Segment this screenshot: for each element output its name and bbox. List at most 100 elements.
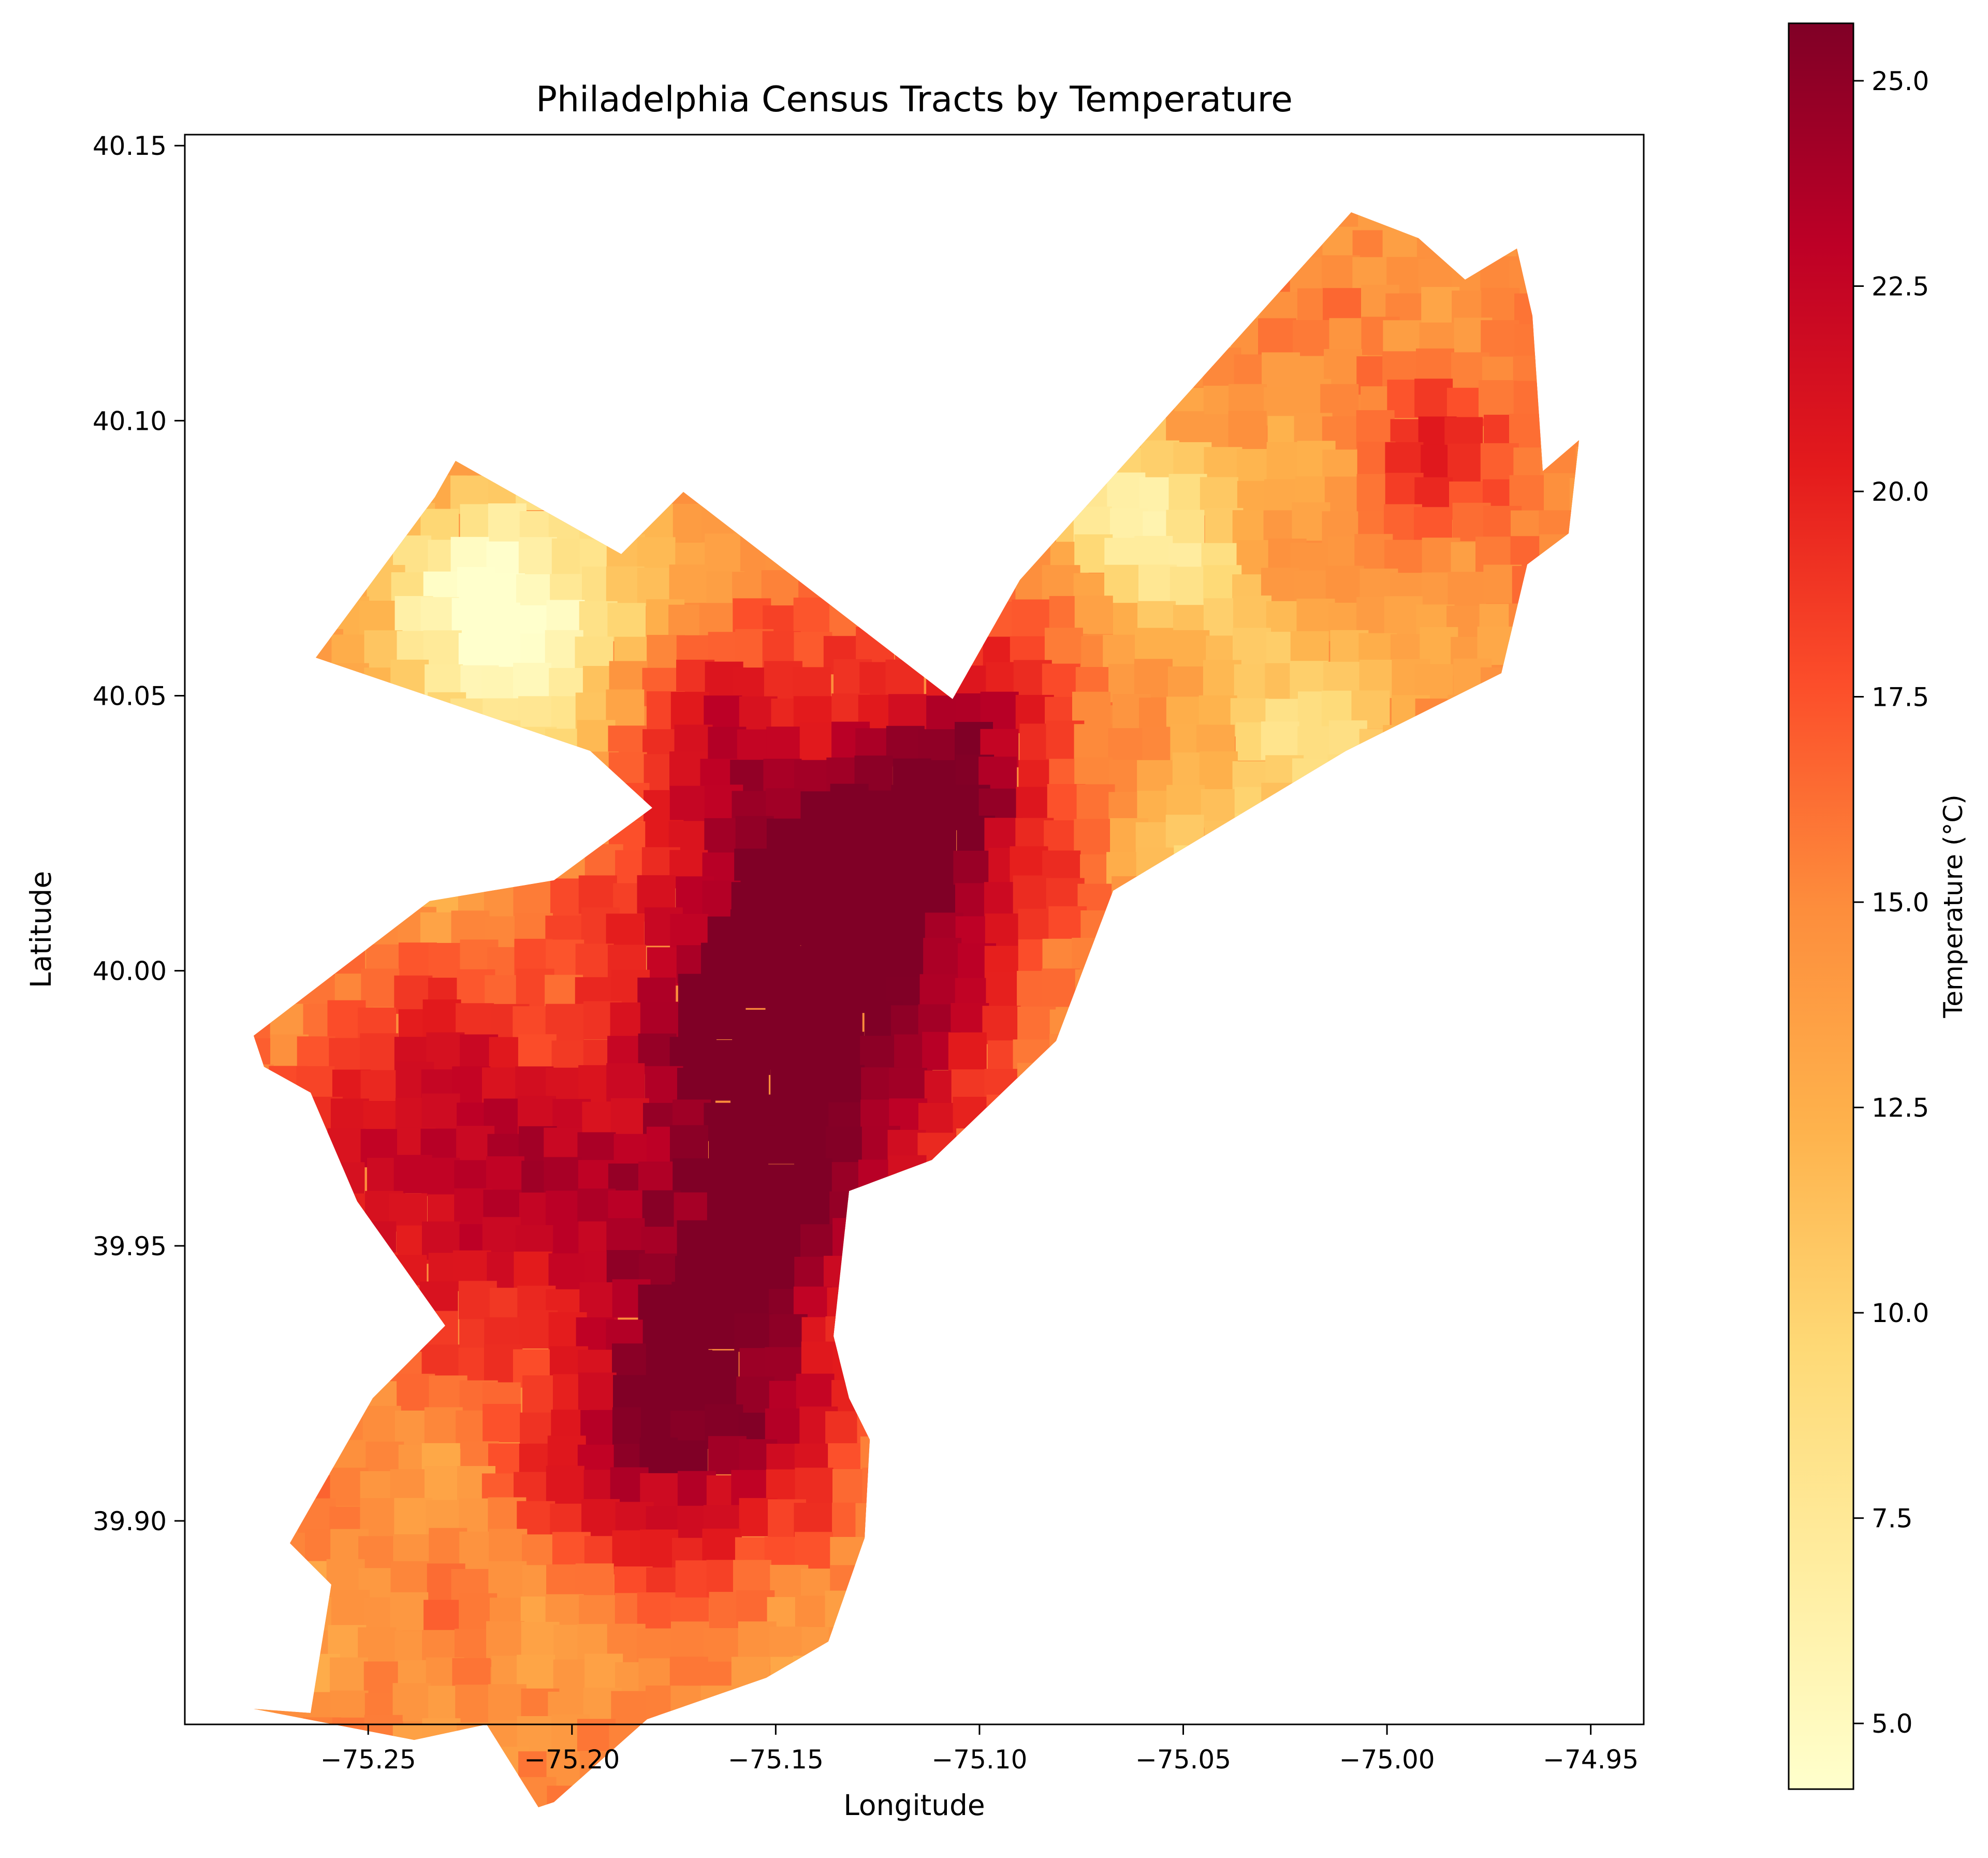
census-tract	[1042, 324, 1080, 363]
census-tract	[863, 1686, 901, 1725]
census-tract	[254, 1133, 275, 1171]
census-tract	[1197, 1098, 1236, 1137]
census-tract	[988, 228, 1027, 267]
census-tract	[1450, 1134, 1489, 1172]
census-tract	[273, 535, 312, 574]
census-tract	[1142, 880, 1181, 919]
census-tract	[546, 1465, 584, 1504]
census-tract	[828, 1627, 867, 1666]
census-tract	[265, 1657, 303, 1695]
census-tract	[359, 1252, 398, 1291]
census-tract	[1546, 384, 1579, 423]
census-tract	[1198, 255, 1237, 294]
census-tract	[1173, 1780, 1211, 1807]
census-tract	[1041, 349, 1079, 388]
census-tract	[330, 212, 369, 233]
census-tract	[1235, 882, 1274, 921]
census-tract	[329, 1657, 368, 1696]
census-tract	[982, 541, 1021, 579]
census-tract	[1575, 1379, 1579, 1418]
census-tract	[890, 350, 929, 388]
census-tract	[1325, 1001, 1364, 1040]
census-tract	[985, 1442, 1024, 1481]
census-tract	[1353, 791, 1392, 830]
census-tract	[730, 380, 769, 419]
census-tract	[1448, 1068, 1486, 1107]
census-tract	[1424, 1816, 1462, 1854]
census-tract	[763, 287, 802, 326]
census-tract	[1574, 603, 1579, 642]
census-tract	[1170, 1378, 1208, 1417]
census-tract	[272, 347, 311, 386]
census-tract	[1261, 1376, 1300, 1415]
census-tract	[1391, 1008, 1429, 1047]
census-tract	[610, 233, 649, 271]
census-tract	[303, 285, 342, 324]
census-tract	[1417, 1194, 1456, 1233]
census-tract	[1167, 1345, 1206, 1384]
census-tract	[1074, 596, 1113, 634]
census-tract	[303, 846, 342, 884]
census-tract	[254, 383, 279, 422]
census-tract	[1574, 1280, 1579, 1318]
census-tract	[1543, 941, 1579, 980]
census-tract	[730, 412, 769, 451]
census-tract	[1569, 752, 1579, 791]
census-tract	[361, 968, 400, 1007]
census-tract	[761, 1031, 800, 1070]
census-tract	[358, 350, 397, 388]
census-tract	[1477, 1161, 1515, 1200]
census-tract	[1298, 1124, 1337, 1163]
census-tract	[1013, 1562, 1051, 1601]
colorbar-ticks: 5.0 7.5 10.0 12.5 15.0 17.5 20.0 22.5 25.0	[1853, 66, 1929, 1739]
census-tract	[272, 941, 311, 980]
census-tract	[669, 1809, 707, 1848]
census-tract	[1110, 1378, 1149, 1417]
census-tract	[1042, 968, 1080, 1007]
census-tract	[1578, 322, 1579, 361]
census-tract	[987, 378, 1026, 417]
census-tract	[367, 447, 406, 486]
census-tract	[1354, 1031, 1393, 1070]
census-tract	[1073, 1590, 1112, 1629]
census-tract	[864, 596, 903, 634]
census-tract	[1076, 784, 1115, 823]
census-tract	[1018, 1349, 1057, 1388]
census-tract	[1450, 972, 1489, 1011]
census-tract	[885, 260, 924, 299]
census-tract	[920, 1220, 959, 1258]
census-tract	[1570, 212, 1579, 232]
census-tract	[612, 350, 651, 388]
census-tract	[1539, 1405, 1578, 1444]
census-tract	[579, 791, 618, 830]
census-tract	[330, 1373, 369, 1412]
census-tract	[254, 1625, 275, 1664]
census-tract	[266, 1256, 305, 1295]
census-tract	[924, 352, 963, 390]
census-tract	[1108, 1128, 1147, 1167]
census-tract	[331, 695, 370, 734]
census-tract	[1049, 1251, 1088, 1289]
census-tract	[327, 1285, 366, 1324]
census-tract	[1200, 212, 1239, 231]
census-tract	[793, 598, 832, 636]
census-tract	[894, 1249, 933, 1288]
census-tract	[522, 228, 561, 267]
census-tract	[610, 409, 649, 448]
census-tract	[1540, 212, 1578, 233]
census-tract	[333, 1225, 372, 1264]
census-tract	[1230, 1505, 1268, 1544]
census-tract	[1199, 751, 1238, 790]
census-tract	[362, 1320, 401, 1359]
census-tract	[254, 784, 279, 823]
census-tract	[1480, 667, 1519, 706]
census-tract	[1446, 1404, 1485, 1443]
census-tract	[265, 1124, 303, 1163]
census-tract	[832, 1218, 871, 1257]
census-tract	[640, 1786, 679, 1807]
census-tract	[1416, 1785, 1455, 1807]
census-tract	[700, 1686, 739, 1724]
census-tract	[1205, 1568, 1244, 1607]
census-tract	[1173, 880, 1212, 919]
census-tract	[1047, 1099, 1086, 1138]
